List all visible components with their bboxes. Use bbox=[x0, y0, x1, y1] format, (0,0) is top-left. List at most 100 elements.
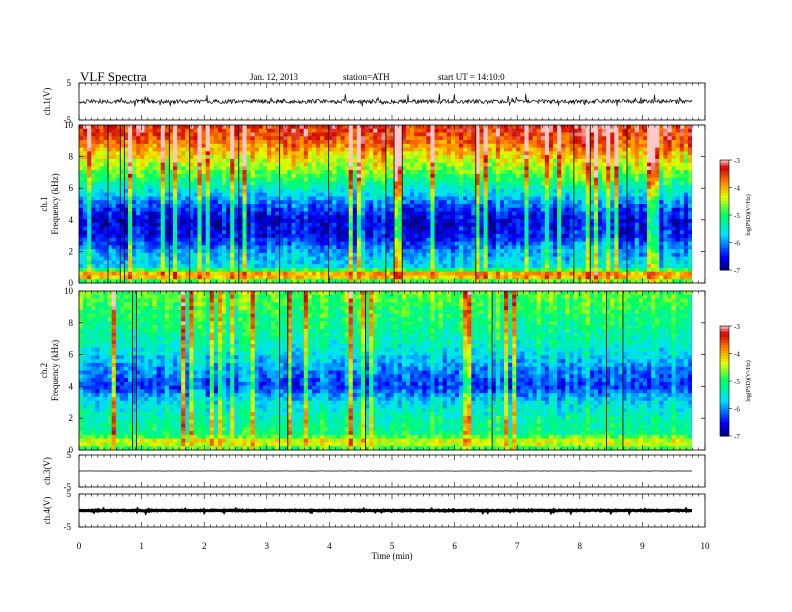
spectrogram-cell bbox=[197, 237, 202, 243]
spectrogram-cell bbox=[687, 245, 693, 250]
spectrogram-cell bbox=[446, 204, 452, 209]
spectrogram-cell bbox=[475, 237, 480, 243]
spectrogram-cell bbox=[320, 170, 325, 175]
spectrogram-cell bbox=[95, 207, 100, 212]
spectrogram-cell bbox=[217, 181, 223, 186]
spectrogram-cell bbox=[675, 241, 681, 246]
spectrogram-cell bbox=[275, 237, 280, 243]
spectrogram-cell bbox=[483, 200, 489, 205]
spectrogram-cell bbox=[132, 173, 137, 179]
spectrogram-cell bbox=[152, 200, 158, 205]
spectrogram-cell bbox=[614, 211, 619, 216]
spectrogram-cell bbox=[103, 234, 109, 239]
spectrogram-cell bbox=[299, 219, 305, 224]
spectrogram-cell bbox=[119, 158, 125, 164]
spectrogram-cell bbox=[369, 136, 374, 141]
spectrogram-cell bbox=[675, 162, 681, 167]
spectrogram-cell bbox=[630, 211, 636, 216]
waveform-trace bbox=[78, 93, 693, 107]
spectrogram-cell bbox=[140, 215, 145, 220]
spectrogram-cell bbox=[103, 200, 109, 205]
spectrogram-cell bbox=[115, 204, 121, 209]
spectrogram-cell bbox=[234, 237, 239, 243]
spectrogram-cell bbox=[348, 155, 354, 160]
spectrogram-cell bbox=[242, 188, 247, 194]
spectrogram-cell bbox=[422, 234, 427, 239]
spectrogram-cell bbox=[528, 204, 534, 209]
spectrogram-cell bbox=[181, 132, 186, 137]
spectrogram-cell bbox=[119, 215, 125, 220]
spectrogram-cell bbox=[279, 188, 284, 194]
spectrogram-cell bbox=[634, 215, 640, 220]
spectrogram-cell bbox=[324, 136, 329, 141]
spectrogram-cell bbox=[491, 128, 497, 133]
spectrogram-cell bbox=[630, 155, 636, 160]
spectrogram-cell bbox=[148, 162, 153, 167]
spectrogram-cell bbox=[132, 204, 137, 209]
spectrogram-cell bbox=[622, 222, 628, 227]
spectrogram-cell bbox=[642, 192, 648, 197]
spectrogram-cell bbox=[303, 211, 309, 216]
spectrogram-cell bbox=[209, 215, 215, 220]
spectrogram-cell bbox=[504, 211, 509, 216]
spectrogram-cell bbox=[115, 162, 121, 167]
spectrogram-cell bbox=[324, 128, 329, 133]
spectrogram-cell bbox=[328, 177, 333, 182]
spectrogram-cell bbox=[442, 151, 448, 156]
spectrogram-cell bbox=[209, 147, 215, 152]
spectrogram-cell bbox=[279, 200, 284, 205]
spectrogram-cell bbox=[463, 132, 468, 137]
spectrogram-cell bbox=[659, 185, 664, 190]
spectrogram-cell bbox=[262, 196, 268, 201]
spectrogram-cell bbox=[401, 128, 407, 133]
spectrogram-cell bbox=[295, 143, 301, 148]
spectrogram-cell bbox=[213, 128, 219, 133]
spectrogram-cell bbox=[356, 188, 362, 194]
spectrogram-cell bbox=[136, 128, 141, 133]
spectrogram-cell bbox=[324, 158, 329, 164]
spectrogram-cell bbox=[638, 132, 644, 137]
spectrogram-cell bbox=[177, 188, 182, 194]
spectrogram-cell bbox=[107, 245, 113, 250]
spectrogram-cell bbox=[209, 136, 215, 141]
spectrogram-cell bbox=[655, 207, 660, 212]
spectrogram-cell bbox=[683, 219, 689, 224]
spectrogram-cell bbox=[185, 241, 190, 246]
spectrogram-cell bbox=[454, 222, 460, 227]
spectrogram-cell bbox=[655, 204, 660, 209]
spectrogram-cell bbox=[414, 136, 419, 141]
spectrogram-cell bbox=[287, 162, 292, 167]
spectrogram-cell bbox=[103, 230, 109, 235]
spectrogram-cell bbox=[430, 136, 435, 141]
spectrogram-cell bbox=[332, 204, 337, 209]
spectrogram-cell bbox=[234, 200, 239, 205]
spectrogram-cell bbox=[299, 177, 305, 182]
spectrogram-cell bbox=[328, 234, 333, 239]
spectrogram-cell bbox=[405, 181, 411, 186]
spectrogram-cell bbox=[295, 170, 301, 175]
spectrogram-cell bbox=[201, 173, 207, 179]
spectrogram-cell bbox=[565, 192, 570, 197]
spectrogram-cell bbox=[311, 151, 317, 156]
spectrogram-cell bbox=[495, 136, 501, 141]
spectrogram-cell bbox=[99, 215, 104, 220]
spectrogram-cell bbox=[418, 181, 423, 186]
spectrogram-cell bbox=[148, 211, 153, 216]
spectrogram-cell bbox=[430, 200, 435, 205]
spectrogram-cell bbox=[471, 237, 476, 243]
spectrogram-cell bbox=[193, 234, 198, 239]
spectrogram-cell bbox=[328, 140, 333, 145]
spectrogram-cell bbox=[234, 245, 239, 250]
spectrogram-cell bbox=[189, 162, 194, 167]
spectrogram-cell bbox=[369, 215, 374, 220]
spectrogram-cell bbox=[160, 185, 166, 190]
spectrogram-cell bbox=[671, 211, 677, 216]
spectrogram-cell bbox=[311, 196, 317, 201]
spectrogram-cell bbox=[606, 128, 611, 133]
spectrogram-cell bbox=[250, 200, 256, 205]
spectrogram-cell bbox=[544, 170, 550, 175]
spectrogram-cell bbox=[606, 200, 611, 205]
spectrogram-cell bbox=[548, 200, 554, 205]
spectrogram-cell bbox=[651, 230, 656, 235]
spectrogram-cell bbox=[442, 143, 448, 148]
